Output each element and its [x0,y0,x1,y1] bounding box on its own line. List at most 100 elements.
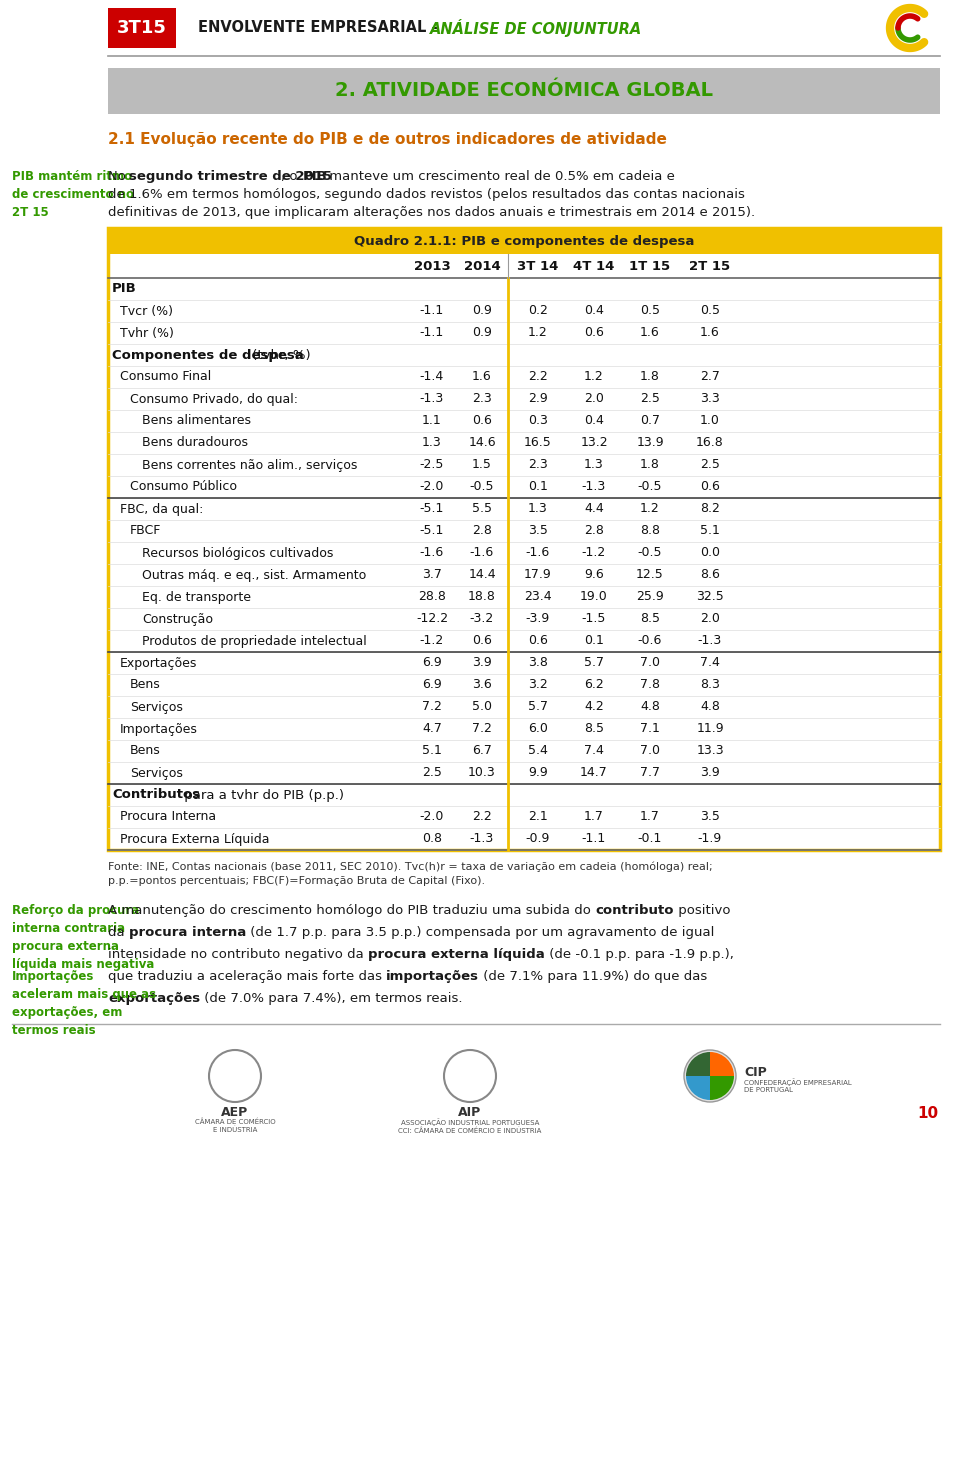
Text: 3.3: 3.3 [700,393,720,406]
Text: 0.6: 0.6 [584,327,604,340]
Text: 0.9: 0.9 [472,305,492,317]
Text: -2.5: -2.5 [420,458,444,472]
Text: 0.5: 0.5 [640,305,660,317]
Text: 1.3: 1.3 [422,437,442,450]
Text: 25.9: 25.9 [636,590,664,603]
Text: 6.9: 6.9 [422,679,442,692]
Text: AEP: AEP [222,1107,249,1118]
Text: PIB mantém ritmo
de crescimento no
2T 15: PIB mantém ritmo de crescimento no 2T 15 [12,169,134,219]
Text: 0.0: 0.0 [700,546,720,559]
Text: CÂMARA DE COMÉRCIO
E INDÚSTRIA: CÂMARA DE COMÉRCIO E INDÚSTRIA [195,1118,276,1133]
Text: 1.2: 1.2 [640,502,660,515]
Text: 4T 14: 4T 14 [573,260,614,273]
Text: 5.4: 5.4 [528,745,548,758]
Text: procura interna: procura interna [129,926,246,939]
Text: -1.3: -1.3 [420,393,444,406]
Text: -12.2: -12.2 [416,613,448,625]
Text: 7.4: 7.4 [700,657,720,670]
Text: 12.5: 12.5 [636,568,664,581]
Text: FBCF: FBCF [130,524,161,537]
Text: 2.5: 2.5 [700,458,720,472]
Text: 1.0: 1.0 [700,415,720,428]
Text: -1.1: -1.1 [420,305,444,317]
Text: 0.8: 0.8 [422,832,442,845]
Text: -1.9: -1.9 [698,832,722,845]
Text: -1.6: -1.6 [420,546,444,559]
Text: 8.2: 8.2 [700,502,720,515]
Text: 0.6: 0.6 [472,635,492,647]
Text: 0.4: 0.4 [584,415,604,428]
Text: 5.7: 5.7 [584,657,604,670]
Text: Tvhr (%): Tvhr (%) [120,327,174,340]
Text: Construção: Construção [142,613,213,625]
Text: 1.8: 1.8 [640,371,660,384]
Text: 0.6: 0.6 [472,415,492,428]
Text: Procura Externa Líquida: Procura Externa Líquida [120,832,270,845]
Text: Consumo Privado, do qual:: Consumo Privado, do qual: [130,393,298,406]
Text: 1.2: 1.2 [528,327,548,340]
Text: Importações
aceleram mais que as
exportações, em
termos reais: Importações aceleram mais que as exporta… [12,969,156,1037]
Text: Importações: Importações [120,723,198,736]
Text: -1.3: -1.3 [469,832,494,845]
Text: 5.7: 5.7 [528,701,548,714]
Text: -1.6: -1.6 [526,546,550,559]
Text: 0.7: 0.7 [640,415,660,428]
Text: de 1.6% em termos homólogos, segundo dados revistos (pelos resultados das contas: de 1.6% em termos homólogos, segundo dad… [108,188,745,201]
Text: importações: importações [386,969,479,983]
Text: 7.1: 7.1 [640,723,660,736]
Text: 0.1: 0.1 [528,480,548,493]
Text: -1.4: -1.4 [420,371,444,384]
Wedge shape [686,1076,710,1099]
Text: positivo: positivo [674,904,731,917]
Text: 1.7: 1.7 [584,810,604,823]
Text: -2.0: -2.0 [420,480,444,493]
Text: 7.7: 7.7 [640,766,660,780]
Text: 0.5: 0.5 [700,305,720,317]
Text: AIP: AIP [458,1107,482,1118]
Text: Consumo Público: Consumo Público [130,480,237,493]
Text: -1.1: -1.1 [420,327,444,340]
Text: 8.8: 8.8 [640,524,660,537]
Text: -1.5: -1.5 [582,613,606,625]
Text: 3T 14: 3T 14 [517,260,559,273]
Text: Contributos: Contributos [112,788,200,802]
FancyBboxPatch shape [108,7,176,48]
Text: Consumo Final: Consumo Final [120,371,211,384]
Text: 4.7: 4.7 [422,723,442,736]
Text: 0.9: 0.9 [472,327,492,340]
Text: Bens: Bens [130,745,160,758]
Text: Outras máq. e eq., sist. Armamento: Outras máq. e eq., sist. Armamento [142,568,367,581]
Text: 3.8: 3.8 [528,657,548,670]
Text: 0.1: 0.1 [584,635,604,647]
Text: 3.7: 3.7 [422,568,442,581]
Text: Eq. de transporte: Eq. de transporte [142,590,251,603]
Text: da: da [108,926,129,939]
FancyBboxPatch shape [108,69,940,114]
Text: intensidade no contributo negativo da: intensidade no contributo negativo da [108,948,368,961]
Text: 8.5: 8.5 [584,723,604,736]
Text: 10: 10 [917,1107,938,1121]
Text: 2.0: 2.0 [584,393,604,406]
Text: 5.5: 5.5 [472,502,492,515]
Text: 0.2: 0.2 [528,305,548,317]
Text: 2.8: 2.8 [472,524,492,537]
Text: Recursos biológicos cultivados: Recursos biológicos cultivados [142,546,333,559]
Text: (tvhr, %): (tvhr, %) [249,349,311,362]
Text: exportações: exportações [108,991,200,1004]
Text: 2.3: 2.3 [472,393,492,406]
Text: Bens duradouros: Bens duradouros [142,437,248,450]
Text: Produtos de propriedade intelectual: Produtos de propriedade intelectual [142,635,367,647]
Text: -1.2: -1.2 [420,635,444,647]
Text: Quadro 2.1.1: PIB e componentes de despesa: Quadro 2.1.1: PIB e componentes de despe… [354,235,694,248]
Text: Exportações: Exportações [120,657,198,670]
Text: definitivas de 2013, que implicaram alterações nos dados anuais e trimestrais em: definitivas de 2013, que implicaram alte… [108,206,756,219]
Text: 2.2: 2.2 [528,371,548,384]
Text: 9.9: 9.9 [528,766,548,780]
Text: 28.8: 28.8 [418,590,446,603]
Text: 4.8: 4.8 [640,701,660,714]
Text: 0.6: 0.6 [700,480,720,493]
Text: 3.5: 3.5 [528,524,548,537]
Text: 2T 15: 2T 15 [689,260,731,273]
Text: 11.9: 11.9 [696,723,724,736]
Text: 3.9: 3.9 [472,657,492,670]
